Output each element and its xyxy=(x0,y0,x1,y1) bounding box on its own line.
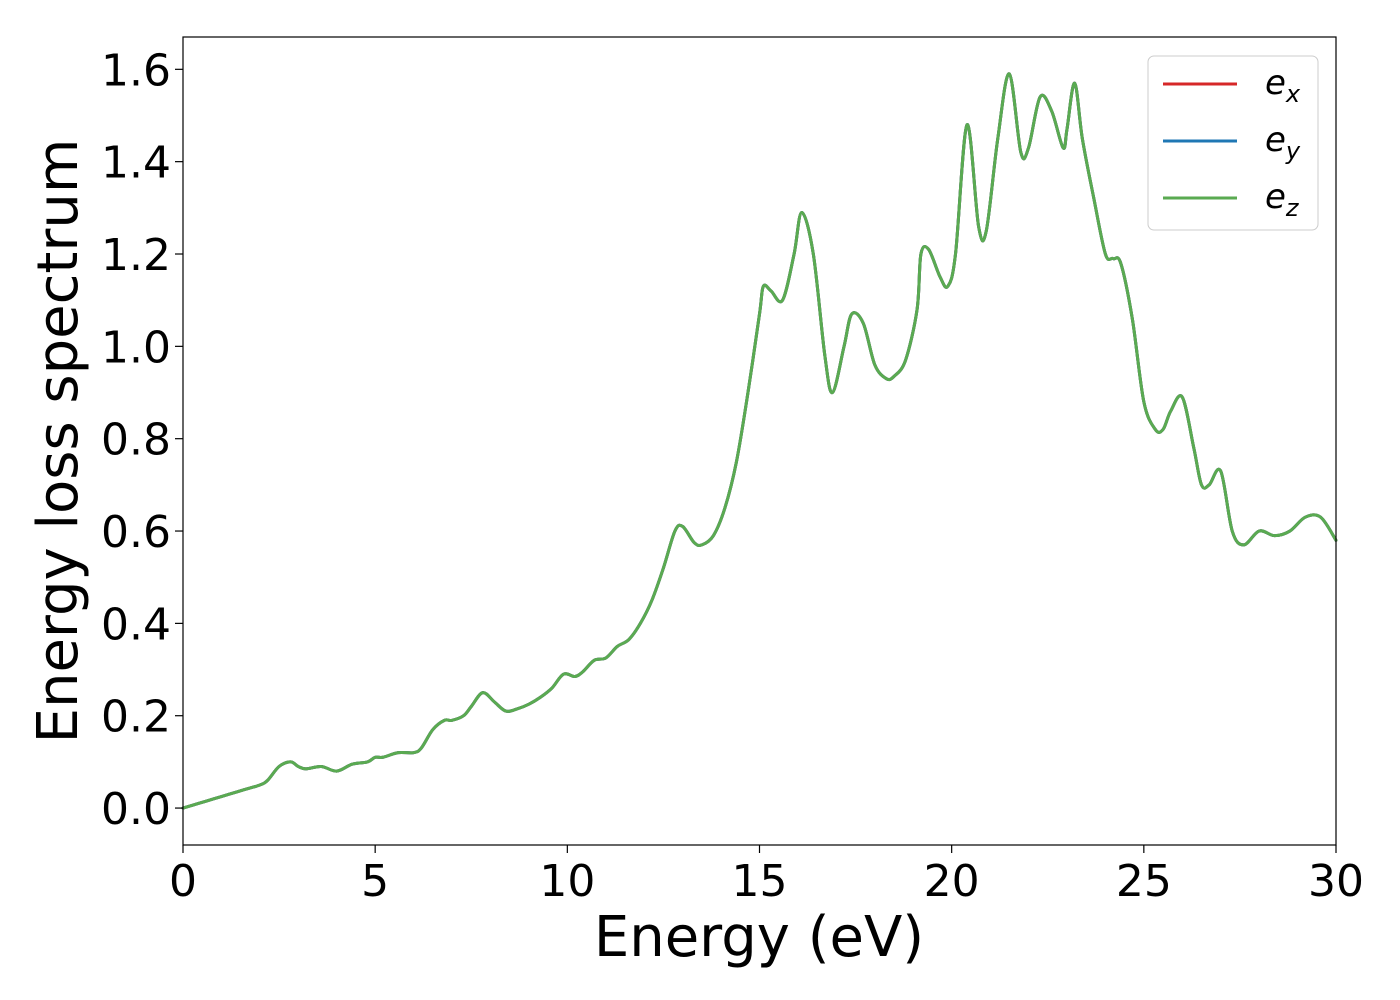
y-axis-ticks: 0.0 0.2 0.4 0.6 0.8 1.0 1.2 1.4 1.6 xyxy=(101,45,183,835)
y-tick-label: 1.2 xyxy=(101,230,171,281)
x-tick-label: 5 xyxy=(361,856,389,907)
x-tick-label: 15 xyxy=(732,856,788,907)
legend-box xyxy=(1147,55,1319,231)
legend-subscript: z xyxy=(1285,194,1300,222)
series-line-ez xyxy=(181,72,1338,810)
legend-subscript: x xyxy=(1285,80,1301,108)
y-tick-label: 1.4 xyxy=(101,138,171,189)
legend-subscript: y xyxy=(1285,137,1301,165)
series-layer xyxy=(181,72,1338,810)
x-tick-label: 25 xyxy=(1116,856,1172,907)
y-tick-label: 0.6 xyxy=(101,507,171,558)
y-axis-label: Energy loss spectrum xyxy=(26,139,91,744)
y-tick-label: 0.4 xyxy=(101,599,171,650)
x-tick-label: 20 xyxy=(924,856,980,907)
x-axis-label: Energy (eV) xyxy=(594,905,924,970)
x-tick-label: 30 xyxy=(1308,856,1364,907)
x-axis-ticks: 0 5 10 15 20 25 30 xyxy=(169,845,1364,907)
y-tick-label: 1.6 xyxy=(101,45,171,96)
x-tick-label: 10 xyxy=(539,856,595,907)
x-tick-label: 0 xyxy=(169,856,197,907)
y-tick-label: 0.2 xyxy=(101,692,171,743)
y-tick-label: 0.8 xyxy=(101,415,171,466)
y-tick-label: 1.0 xyxy=(101,322,171,373)
y-tick-label: 0.0 xyxy=(101,784,171,835)
